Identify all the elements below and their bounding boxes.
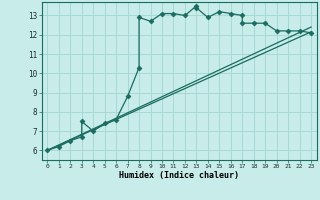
X-axis label: Humidex (Indice chaleur): Humidex (Indice chaleur) <box>119 171 239 180</box>
